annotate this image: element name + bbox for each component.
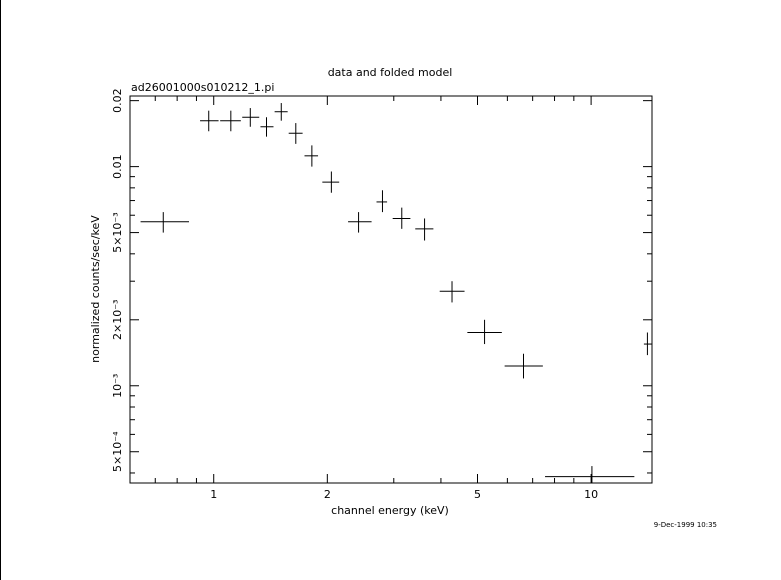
- data-point: [348, 212, 372, 233]
- x-tick-label: 10: [584, 488, 598, 501]
- data-point: [200, 110, 219, 132]
- data-point: [242, 108, 260, 127]
- data-point: [220, 110, 241, 132]
- timestamp: 9-Dec-1999 10:35: [654, 521, 717, 529]
- y-tick-labels: 0.02 0.01 5×10⁻³ 2×10⁻³ 10⁻³ 5×10⁻⁴: [111, 88, 124, 472]
- x-axis-label: channel energy (keV): [331, 504, 449, 517]
- y-tick-label: 5×10⁻³: [111, 212, 124, 252]
- y-tick-label: 0.01: [111, 154, 124, 179]
- chart-subtitle: ad26001000s010212_1.pi: [131, 81, 274, 94]
- data-point: [288, 123, 303, 144]
- data-point: [643, 332, 652, 356]
- y-axis-label: normalized counts/sec/keV: [89, 215, 102, 363]
- data-point: [304, 145, 319, 167]
- axis-ticks: [130, 96, 652, 483]
- data-points: [140, 103, 652, 483]
- y-tick-label: 0.02: [111, 88, 124, 113]
- y-tick-label: 10⁻³: [111, 374, 124, 398]
- data-point: [140, 212, 190, 233]
- chart-title: data and folded model: [328, 66, 453, 79]
- y-tick-label: 2×10⁻³: [111, 300, 124, 340]
- data-point: [322, 171, 340, 193]
- x-tick-labels: 1 2 5 10: [210, 488, 598, 501]
- window-left-border: [0, 0, 1, 580]
- data-point: [274, 103, 288, 121]
- x-tick-label: 1: [210, 488, 217, 501]
- data-point: [260, 117, 274, 137]
- x-tick-label: 5: [474, 488, 481, 501]
- data-point: [376, 190, 388, 213]
- data-point: [392, 207, 411, 229]
- data-point: [439, 281, 465, 303]
- y-tick-label: 5×10⁻⁴: [111, 431, 124, 472]
- data-point: [545, 466, 635, 483]
- plot-frame: [129, 95, 653, 484]
- data-point: [504, 353, 543, 379]
- data-point: [467, 319, 502, 345]
- x-tick-label: 2: [324, 488, 331, 501]
- data-point: [415, 218, 434, 241]
